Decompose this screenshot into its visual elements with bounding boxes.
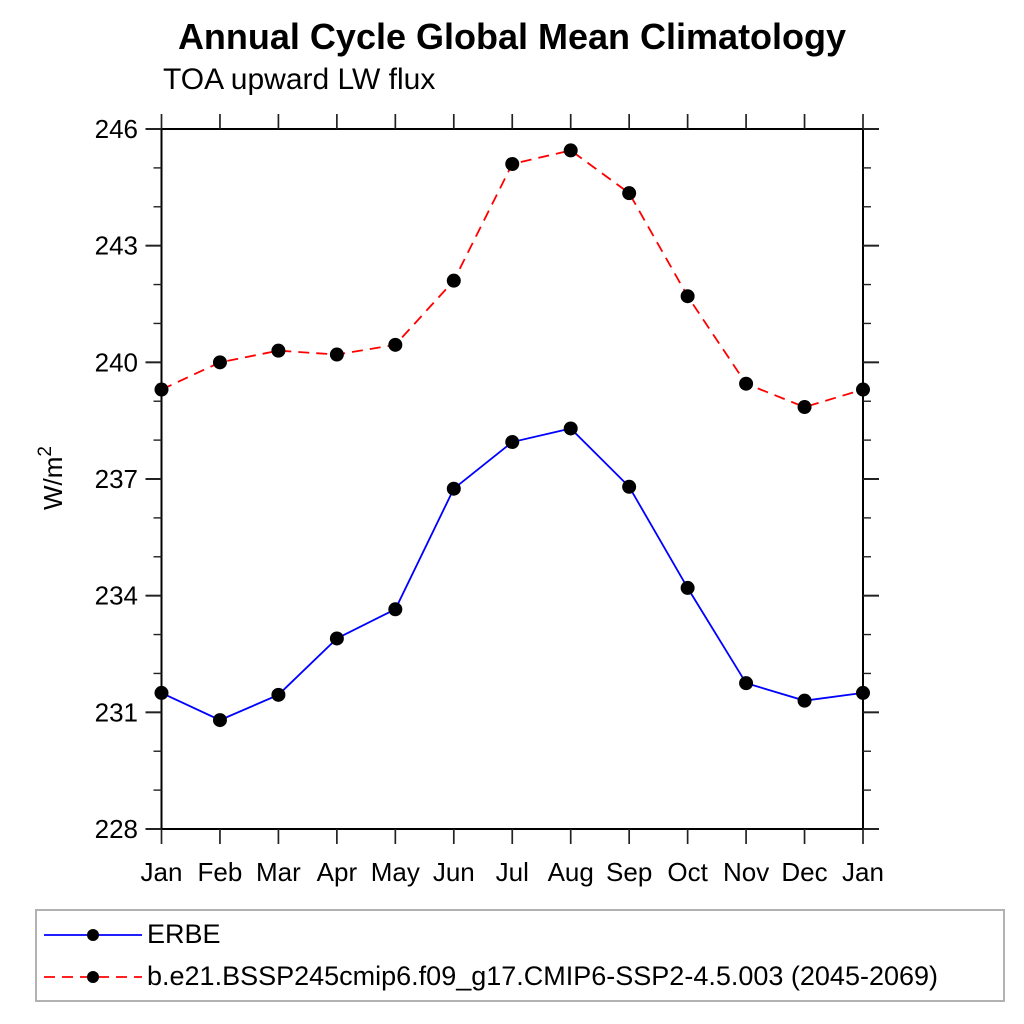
plot-frame xyxy=(160,128,864,830)
data-point-marker xyxy=(446,273,461,288)
data-point-marker xyxy=(212,355,227,370)
legend-label-model: b.e21.BSSP245cmip6.f09_g17.CMIP6-SSP2-4.… xyxy=(147,961,939,991)
legend-marker-icon xyxy=(87,928,99,941)
data-point-marker xyxy=(739,676,754,691)
y-tick-label: 243 xyxy=(95,231,138,261)
data-point-marker xyxy=(505,435,520,450)
y-axis-label: W/m2 xyxy=(35,446,68,510)
x-tick-label: Oct xyxy=(667,857,708,887)
x-tick-label: Jul xyxy=(496,857,529,887)
data-point-marker xyxy=(622,479,637,494)
data-point-marker xyxy=(505,157,520,171)
data-point-marker xyxy=(154,382,169,397)
data-point-marker xyxy=(271,343,286,358)
x-tick-label: May xyxy=(371,857,420,887)
chart-subtitle: TOA upward LW flux xyxy=(163,63,436,96)
data-point-marker xyxy=(797,693,812,708)
data-point-marker xyxy=(680,580,695,595)
data-point-marker xyxy=(856,382,870,397)
legend-item-model: b.e21.BSSP245cmip6.f09_g17.CMIP6-SSP2-4.… xyxy=(41,956,1003,998)
data-point-marker xyxy=(388,602,403,617)
series-line-erbe xyxy=(161,427,864,722)
legend-label-erbe: ERBE xyxy=(147,919,221,949)
y-tick-label: 246 xyxy=(95,114,138,144)
legend-line-sample-dashed xyxy=(44,970,142,983)
data-point-marker xyxy=(212,713,227,728)
x-tick-label: Jun xyxy=(433,857,475,887)
legend-line-sample-solid xyxy=(44,928,142,941)
legend-item-erbe: ERBE xyxy=(41,914,1003,956)
data-point-marker xyxy=(388,337,403,352)
legend-marker-icon xyxy=(87,970,99,983)
y-tick-label: 240 xyxy=(95,347,138,377)
y-tick-label: 237 xyxy=(95,464,138,494)
x-tick-label: Mar xyxy=(256,857,301,887)
x-tick-label: Feb xyxy=(198,857,243,887)
x-tick-label: Dec xyxy=(781,857,827,887)
y-tick-label: 234 xyxy=(95,581,138,611)
data-point-marker xyxy=(329,347,344,362)
data-point-marker xyxy=(797,400,812,415)
y-tick-label: 228 xyxy=(95,814,138,844)
x-tick-label: Jan xyxy=(141,857,183,887)
data-point-marker xyxy=(563,421,578,436)
data-point-marker xyxy=(446,481,461,496)
data-point-marker xyxy=(739,376,754,391)
chart-title: Annual Cycle Global Mean Climatology xyxy=(177,16,847,57)
x-tick-label: Sep xyxy=(606,857,652,887)
data-point-marker xyxy=(622,186,637,201)
data-point-marker xyxy=(329,631,344,646)
legend: ERBE b.e21.BSSP245cmip6.f09_g17.CMIP6-SS… xyxy=(35,909,1005,1002)
data-point-marker xyxy=(856,685,870,700)
data-point-marker xyxy=(680,289,695,304)
x-tick-label: Nov xyxy=(723,857,769,887)
y-axis-exponent: 2 xyxy=(35,446,56,457)
y-tick-label: 231 xyxy=(95,697,138,727)
data-point-marker xyxy=(271,687,286,702)
x-tick-label: Apr xyxy=(317,857,358,887)
y-axis-unit: W/m xyxy=(38,457,68,510)
data-point-marker xyxy=(563,143,578,158)
plot-area: W/m2 228 231 234 237 240 243 246 Jan Feb Mar Apr Ma… xyxy=(35,114,884,887)
x-tick-label: Jan xyxy=(842,857,884,887)
x-tick-label: Aug xyxy=(548,857,594,887)
series-line-model xyxy=(161,149,864,409)
data-point-marker xyxy=(154,685,169,700)
